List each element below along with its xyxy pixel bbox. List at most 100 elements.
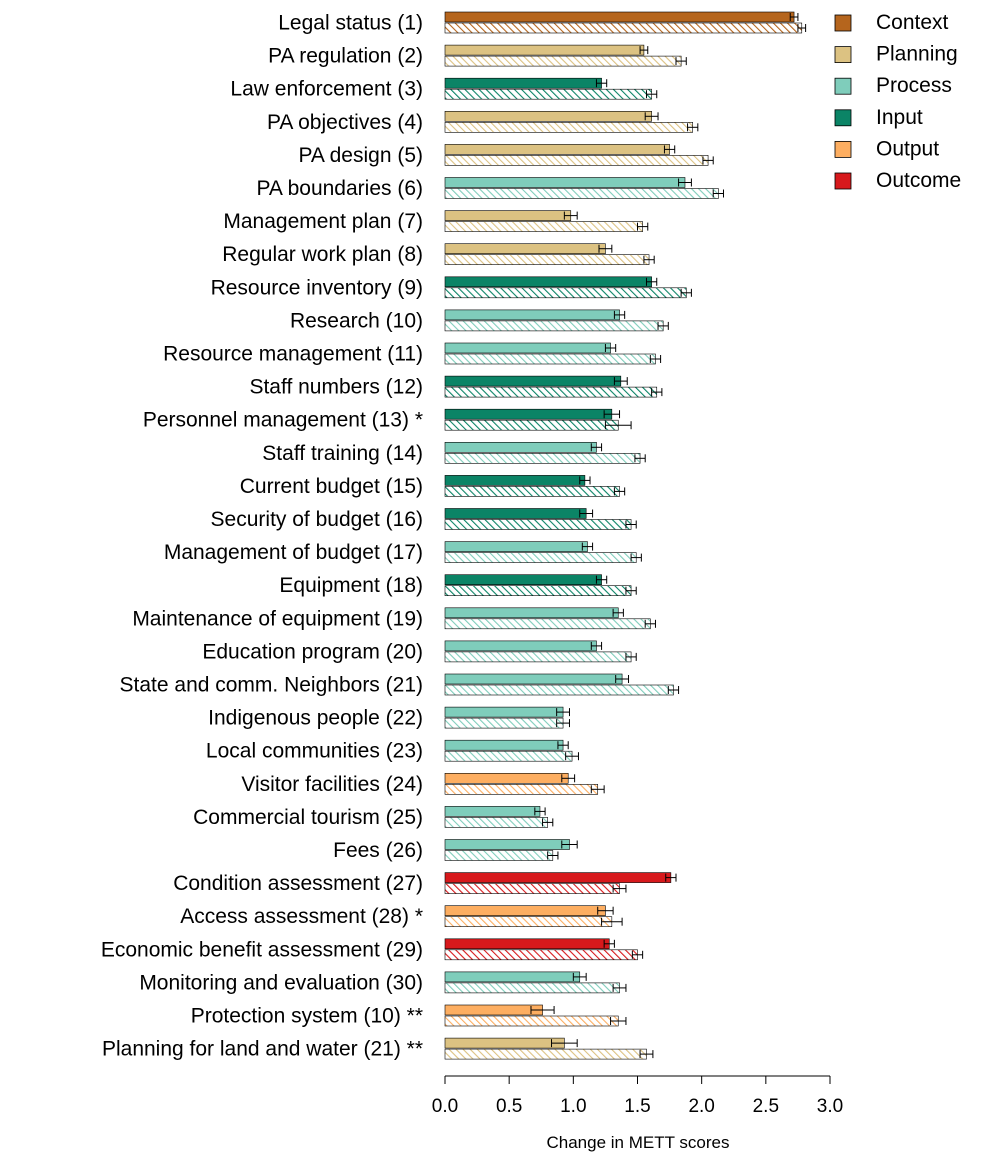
legend-label: Context (876, 11, 949, 34)
x-tick-label: 0.0 (432, 1096, 458, 1117)
bar-hatched (444, 88, 652, 100)
bar-hatched (444, 1015, 619, 1027)
error-bar-hatched (649, 355, 662, 363)
legend-label: Input (876, 106, 923, 129)
error-bar-solid (595, 79, 608, 88)
error-bar-hatched (625, 652, 637, 661)
category-label: Research (10) (290, 309, 423, 332)
bar-solid (444, 1004, 543, 1016)
category-label: Economic benefit assessment (29) (101, 938, 423, 961)
bar-solid (444, 1037, 565, 1049)
category-label: Staff training (14) (262, 442, 423, 465)
bar-solid (444, 673, 623, 685)
bar-hatched (444, 783, 599, 795)
bar-solid (444, 210, 572, 221)
category-label: PA design (5) (298, 144, 423, 167)
bar-hatched (444, 651, 632, 663)
error-bar-hatched (637, 222, 649, 231)
category-label: Management of budget (17) (164, 541, 423, 564)
bar-hatched (444, 1048, 647, 1060)
bar-hatched (444, 519, 632, 530)
category-label: Indigenous people (22) (208, 707, 423, 730)
error-bar-hatched (601, 917, 623, 926)
bar-solid (444, 938, 610, 950)
category-label: Education program (20) (202, 640, 423, 663)
bar-hatched (444, 155, 709, 166)
x-tick-label: 2.0 (688, 1096, 714, 1117)
bar-solid (444, 243, 606, 254)
error-bar-hatched (634, 454, 646, 463)
bar-hatched (444, 618, 651, 630)
error-bar-solid (595, 575, 608, 584)
error-bar-hatched (630, 553, 642, 562)
error-bar-hatched (604, 421, 632, 430)
error-bar-solid (534, 807, 546, 816)
category-label: Management plan (7) (223, 210, 423, 233)
bar-solid (444, 309, 620, 321)
category-label: Fees (26) (333, 839, 423, 862)
category-label: Commercial tourism (25) (193, 806, 423, 829)
bar-solid (444, 839, 570, 850)
category-label: Resource inventory (9) (211, 276, 423, 299)
error-bar-hatched (643, 255, 655, 264)
category-label: Access assessment (28) * (180, 905, 423, 928)
bar-solid (444, 640, 597, 652)
error-bar-hatched (712, 189, 724, 198)
bar-hatched (444, 982, 620, 994)
category-label: PA boundaries (6) (256, 177, 423, 200)
legend-swatch (834, 140, 852, 158)
bar-solid (444, 342, 611, 354)
legend-label: Outcome (876, 169, 961, 192)
error-bar-hatched (625, 520, 637, 529)
bar-solid (444, 574, 602, 586)
x-tick-label: 3.0 (817, 1096, 843, 1117)
category-label: PA objectives (4) (267, 111, 423, 134)
bar-hatched (444, 287, 687, 299)
error-bar-solid (613, 310, 626, 319)
error-bar-hatched (565, 752, 579, 761)
bar-solid (444, 806, 541, 817)
category-label: Condition assessment (27) (173, 872, 423, 895)
error-bar-hatched (687, 123, 699, 132)
bar-solid (444, 739, 564, 751)
x-tick-label: 1.0 (560, 1096, 586, 1117)
error-bar-solid (789, 13, 799, 21)
error-bar-solid (590, 443, 603, 452)
bar-solid (444, 44, 645, 56)
bar-hatched (444, 916, 613, 928)
bar-hatched (444, 486, 620, 497)
bar-hatched (444, 817, 548, 828)
bar-solid (444, 77, 602, 89)
category-labels: Legal status (1) PA regulation (2) Law enf… (101, 12, 423, 1061)
error-bar-hatched (612, 983, 627, 992)
legend: Context Planning Process Input Output Outcome (834, 11, 961, 192)
error-bar-solid (530, 1006, 555, 1014)
error-bar-solid (678, 178, 692, 187)
error-bar-solid (598, 244, 613, 253)
category-label: Monitoring and evaluation (30) (139, 971, 423, 994)
error-bar-solid (597, 906, 614, 915)
error-bar-hatched (675, 57, 687, 66)
error-bar-hatched (639, 1050, 654, 1059)
category-label: Resource management (11) (163, 343, 423, 366)
category-label: State and comm. Neighbors (21) (120, 674, 423, 697)
bar-solid (444, 276, 652, 288)
error-bar-hatched (556, 719, 570, 728)
bar-solid (444, 508, 587, 519)
error-bar-hatched (645, 90, 658, 99)
error-bar-hatched (590, 785, 605, 794)
bar-hatched (444, 419, 619, 431)
bar-hatched (444, 22, 803, 34)
error-bar-hatched (644, 619, 656, 628)
category-label: PA regulation (2) (268, 45, 423, 68)
error-bar-solid (639, 46, 649, 55)
error-bar-solid (612, 608, 624, 617)
legend-label: Process (876, 74, 952, 97)
error-bar-solid (615, 675, 630, 683)
error-bar-hatched (612, 884, 627, 893)
error-bar-hatched (625, 586, 637, 595)
bar-solid (444, 177, 686, 188)
bar-solid (444, 111, 652, 122)
error-bar-solid (604, 344, 617, 352)
bar-solid (444, 408, 613, 420)
